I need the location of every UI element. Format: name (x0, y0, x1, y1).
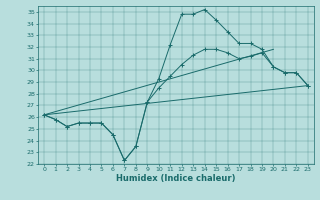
X-axis label: Humidex (Indice chaleur): Humidex (Indice chaleur) (116, 174, 236, 183)
